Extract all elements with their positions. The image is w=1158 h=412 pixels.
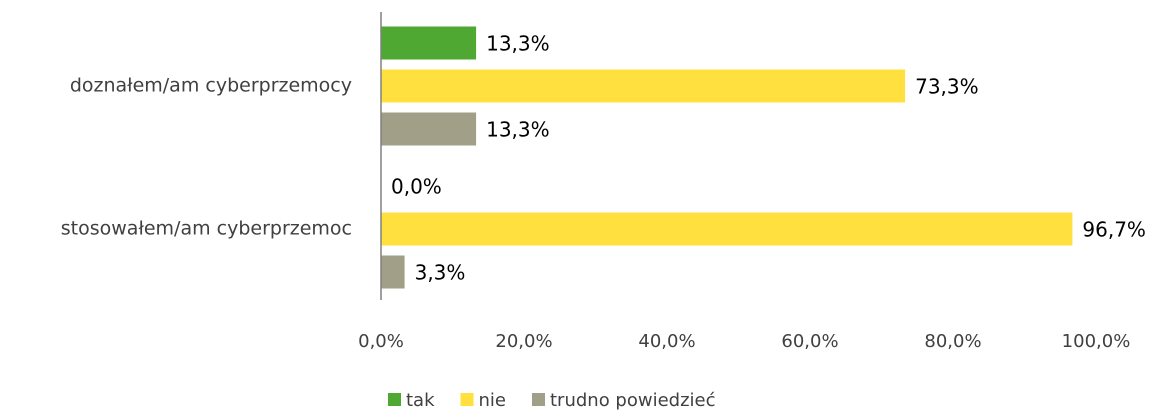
x-tick-label: 0,0% (358, 331, 404, 352)
value-label: 13,3% (486, 118, 550, 142)
x-tick-label: 80,0% (924, 331, 981, 352)
x-tick-label: 60,0% (781, 331, 838, 352)
value-label: 3,3% (415, 261, 466, 285)
legend-swatch (388, 393, 401, 406)
legend-swatch (460, 393, 474, 406)
bar (381, 69, 906, 103)
legend-label: trudno powiedzieć (550, 390, 716, 411)
category-label: stosowałem/am cyberprzemoc (61, 218, 352, 240)
legend-label: tak (406, 390, 435, 411)
x-tick-label: 40,0% (638, 331, 695, 352)
x-tick-label: 100,0% (1062, 331, 1131, 352)
legend-label: nie (479, 390, 506, 411)
value-label: 0,0% (391, 175, 442, 199)
legend-swatch (532, 393, 545, 406)
bar (381, 112, 477, 146)
x-tick-label: 20,0% (495, 331, 552, 352)
bar (381, 212, 1073, 246)
value-label: 96,7% (1082, 218, 1146, 242)
bar (381, 255, 405, 289)
category-label: doznałem/am cyberprzemocy (70, 75, 352, 97)
bar (381, 26, 477, 60)
value-label: 73,3% (915, 75, 979, 99)
value-label: 13,3% (486, 32, 550, 56)
